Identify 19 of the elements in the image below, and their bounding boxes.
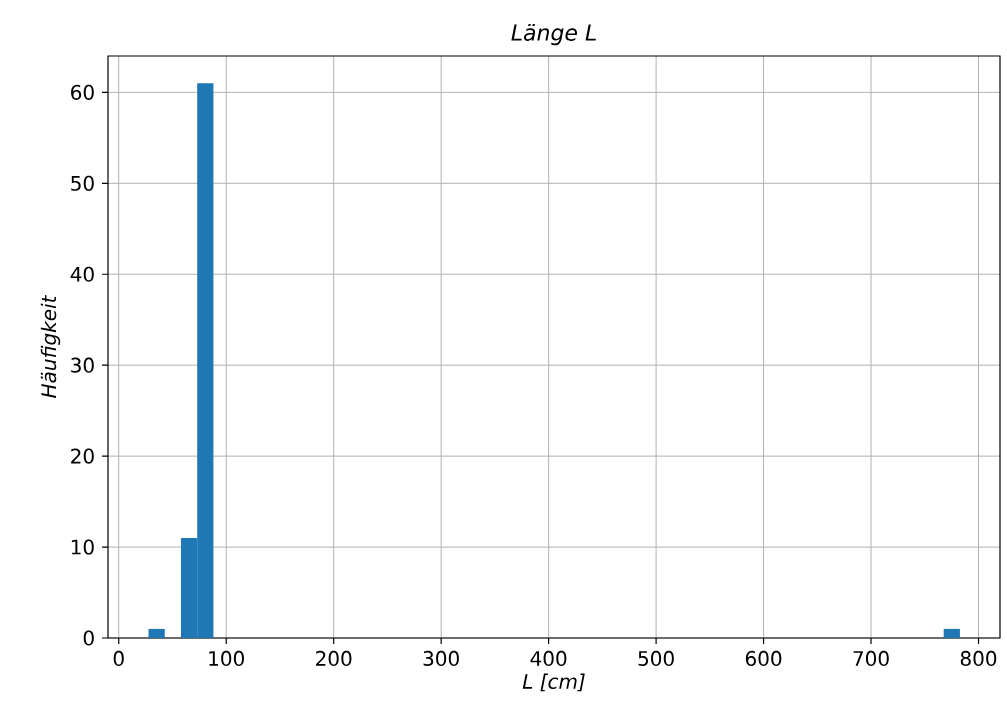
y-tick-label: 50 — [71, 175, 94, 191]
chart-title: Länge L — [511, 23, 596, 46]
x-tick-label: 0 — [113, 650, 124, 666]
x-tick-label: 300 — [423, 650, 459, 666]
y-tick-label: 10 — [71, 539, 94, 555]
x-axis-title: L [cm] — [522, 673, 585, 692]
y-tick-label: 0 — [83, 630, 94, 646]
x-tick-label: 100 — [209, 650, 244, 666]
y-tick-label: 20 — [71, 448, 94, 464]
y-axis-title: Häufigkeit — [40, 294, 61, 398]
y-tick-label: 30 — [71, 357, 94, 373]
x-tick-label: 400 — [530, 650, 567, 666]
x-tick-label: 700 — [853, 650, 889, 666]
x-tick-label: 500 — [638, 650, 674, 666]
y-tick-label: 40 — [70, 266, 94, 282]
x-tick-label: 800 — [960, 650, 997, 666]
x-tick-label: 600 — [745, 650, 782, 666]
y-tick-label: 60 — [71, 84, 94, 100]
x-tick-label: 200 — [316, 650, 352, 666]
